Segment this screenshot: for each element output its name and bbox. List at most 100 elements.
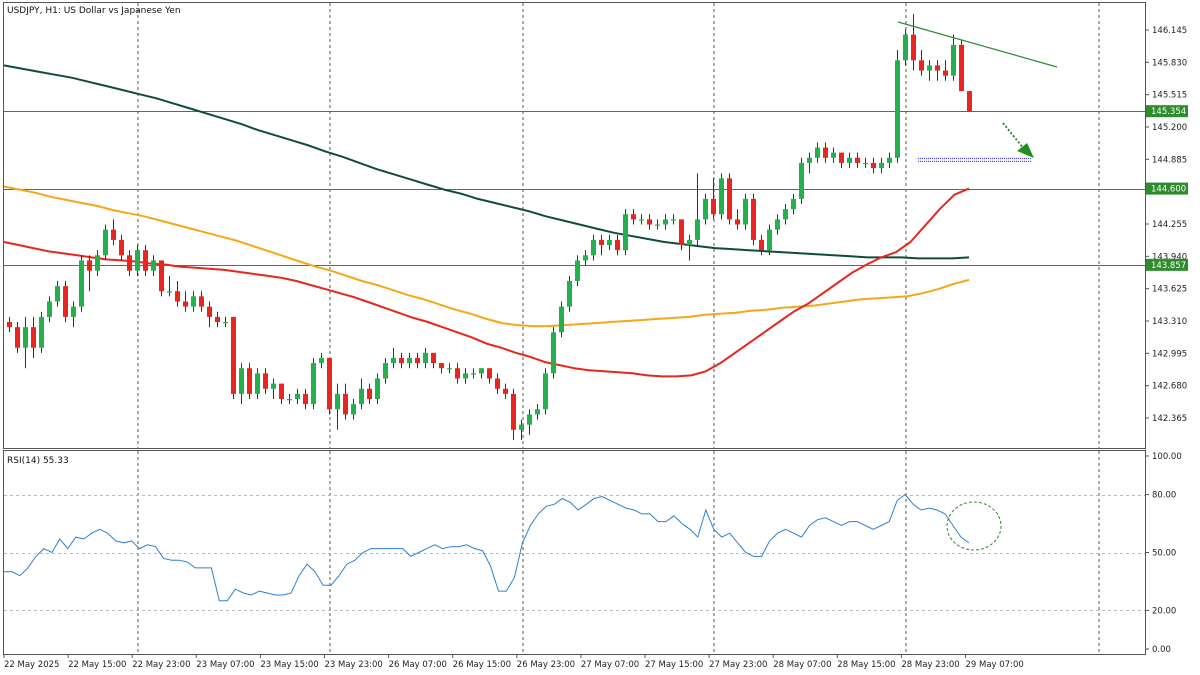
price-tick-label-4: 144.885 bbox=[1152, 155, 1187, 165]
candle-body-36 bbox=[295, 393, 300, 400]
price-tick-label-12: 142.365 bbox=[1152, 414, 1187, 424]
candle-body-111 bbox=[895, 60, 900, 158]
candle-body-96 bbox=[775, 219, 780, 230]
candle-body-18 bbox=[151, 260, 156, 271]
candle-body-21 bbox=[175, 291, 180, 302]
candle-body-103 bbox=[831, 152, 836, 158]
candle-body-35 bbox=[287, 399, 292, 401]
ma-fast-line bbox=[3, 187, 970, 378]
candle-body-7 bbox=[63, 286, 68, 317]
price-tick-label-7: 143.940 bbox=[1152, 252, 1187, 262]
time-tick-label-14: 28 May 23:00 bbox=[901, 660, 959, 670]
time-tick-label-0: 22 May 2025 bbox=[4, 660, 59, 670]
ma-mid-line bbox=[3, 185, 970, 328]
candle-body-99 bbox=[799, 162, 804, 199]
candle-body-22 bbox=[183, 301, 188, 307]
candle-body-94 bbox=[759, 239, 764, 251]
candle-body-61 bbox=[495, 378, 500, 389]
candle-body-59 bbox=[479, 368, 484, 374]
candle-body-13 bbox=[111, 229, 116, 240]
price-level-tag-1: 144.600 bbox=[1151, 185, 1186, 195]
candle-body-17 bbox=[143, 250, 148, 271]
candle-body-90 bbox=[727, 178, 732, 220]
candle-body-105 bbox=[847, 157, 852, 163]
candle-body-44 bbox=[359, 388, 364, 405]
time-tick-label-2: 22 May 23:00 bbox=[132, 660, 190, 670]
chart-title: USDJPY, H1: US Dollar vs Japanese Yen bbox=[7, 6, 181, 16]
candle-body-2 bbox=[23, 327, 28, 348]
candle-body-16 bbox=[135, 250, 140, 271]
candle-body-9 bbox=[79, 260, 84, 307]
price-tick-label-6: 144.255 bbox=[1152, 220, 1187, 230]
candle-body-101 bbox=[815, 147, 820, 158]
candle-body-55 bbox=[447, 368, 452, 370]
candle-body-14 bbox=[119, 239, 124, 256]
candle-body-89 bbox=[719, 178, 724, 215]
time-tick-label-15: 29 May 07:00 bbox=[966, 660, 1024, 670]
candle-body-93 bbox=[751, 198, 756, 240]
candle-body-112 bbox=[903, 34, 908, 61]
candle-body-72 bbox=[583, 255, 588, 261]
candle-body-85 bbox=[687, 239, 692, 246]
rsi-label: RSI(14) 55.33 bbox=[7, 456, 69, 466]
candle-body-67 bbox=[543, 373, 548, 410]
candle-body-53 bbox=[431, 352, 436, 364]
candle-body-54 bbox=[439, 363, 444, 369]
price-level-tag-2: 143.857 bbox=[1151, 261, 1186, 271]
grid bbox=[137, 3, 1100, 654]
candle-body-102 bbox=[823, 147, 828, 158]
candle-body-91 bbox=[735, 219, 740, 225]
trendline bbox=[897, 21, 1058, 68]
candle-body-19 bbox=[159, 260, 164, 292]
candle-body-33 bbox=[271, 383, 276, 389]
candle-body-74 bbox=[599, 239, 604, 246]
candle-body-119 bbox=[959, 44, 964, 92]
time-tick-label-7: 26 May 15:00 bbox=[453, 660, 511, 670]
candle-body-4 bbox=[39, 316, 44, 348]
time-tick-label-11: 27 May 23:00 bbox=[709, 660, 767, 670]
candle-body-116 bbox=[935, 65, 940, 71]
ma-slow-line bbox=[3, 64, 970, 260]
candle-body-10 bbox=[87, 260, 92, 271]
candle-body-1 bbox=[15, 327, 20, 348]
price-levels bbox=[4, 111, 1145, 266]
candle-body-24 bbox=[199, 296, 204, 307]
candle-body-5 bbox=[47, 301, 52, 317]
candle-body-8 bbox=[71, 306, 76, 317]
candle-body-52 bbox=[423, 352, 428, 364]
candle-body-37 bbox=[303, 393, 308, 405]
rsi-indicator bbox=[4, 493, 1145, 611]
price-tick-label-2: 145.515 bbox=[1152, 91, 1187, 101]
candle-body-108 bbox=[871, 162, 876, 169]
time-tick-label-12: 28 May 07:00 bbox=[773, 660, 831, 670]
candle-body-46 bbox=[375, 378, 380, 400]
candle-body-26 bbox=[215, 316, 220, 323]
candle-body-80 bbox=[647, 219, 652, 225]
candle-body-92 bbox=[743, 198, 748, 225]
forecast-arrow-head bbox=[1017, 143, 1034, 158]
candle-body-32 bbox=[263, 373, 268, 389]
candle-body-48 bbox=[391, 357, 396, 364]
candle-body-120 bbox=[967, 91, 972, 112]
time-tick-label-13: 28 May 15:00 bbox=[837, 660, 895, 670]
candle-body-78 bbox=[631, 214, 636, 220]
candle-body-97 bbox=[783, 209, 788, 220]
candle-body-65 bbox=[527, 414, 532, 425]
candle-body-75 bbox=[607, 239, 612, 246]
forecast-arrow-shaft bbox=[1002, 122, 1025, 150]
candle-body-11 bbox=[95, 255, 100, 271]
candle-body-43 bbox=[351, 404, 356, 415]
candle-body-113 bbox=[911, 34, 916, 61]
candle-body-28 bbox=[231, 316, 236, 394]
candle-body-83 bbox=[671, 219, 676, 221]
candle-body-104 bbox=[839, 152, 844, 163]
candle-body-106 bbox=[855, 157, 860, 163]
candle-body-12 bbox=[103, 229, 108, 256]
rsi-tick-label-2: 50.00 bbox=[1152, 549, 1176, 559]
time-tick-label-3: 23 May 07:00 bbox=[196, 660, 254, 670]
time-tick-label-6: 26 May 07:00 bbox=[389, 660, 447, 670]
rsi-tick-label-3: 20.00 bbox=[1152, 606, 1176, 616]
candle-body-115 bbox=[927, 65, 932, 71]
candle-body-109 bbox=[879, 162, 884, 169]
candle-body-50 bbox=[407, 357, 412, 364]
